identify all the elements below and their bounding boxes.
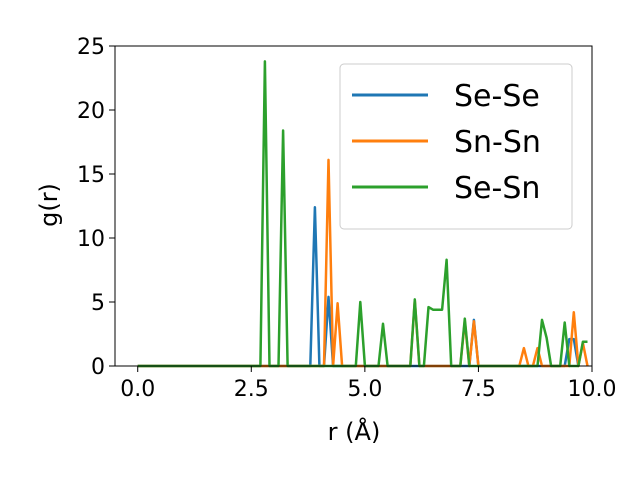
- legend-label-se-sn: Se-Sn: [454, 171, 540, 206]
- y-tick-label: 20: [77, 99, 105, 124]
- legend: Se-Se Sn-Sn Se-Sn: [339, 63, 573, 230]
- y-axis-label: g(r): [35, 183, 63, 227]
- y-tick-label: 5: [91, 291, 105, 316]
- y-axis-ticks: 0 5 10 15 20 25: [77, 35, 115, 380]
- y-tick-label: 25: [77, 35, 105, 60]
- x-axis-label: r (Å): [328, 417, 381, 446]
- x-tick-label: 2.5: [234, 377, 269, 402]
- legend-entries: Se-Se Sn-Sn Se-Sn: [352, 79, 541, 206]
- axes-frame: [114, 45, 593, 367]
- y-tick-label: 10: [77, 227, 105, 252]
- y-tick-label: 15: [77, 163, 105, 188]
- legend-label-se-se: Se-Se: [454, 79, 540, 114]
- x-tick-label: 5.0: [347, 377, 382, 402]
- x-tick-label: 7.5: [461, 377, 496, 402]
- x-tick-label: 10.0: [568, 377, 617, 402]
- x-tick-label: 0.0: [120, 377, 155, 402]
- x-axis-ticks: 0.0 2.5 5.0 7.5 10.0: [120, 366, 616, 402]
- y-tick-label: 0: [91, 355, 105, 380]
- legend-label-sn-sn: Sn-Sn: [454, 125, 541, 160]
